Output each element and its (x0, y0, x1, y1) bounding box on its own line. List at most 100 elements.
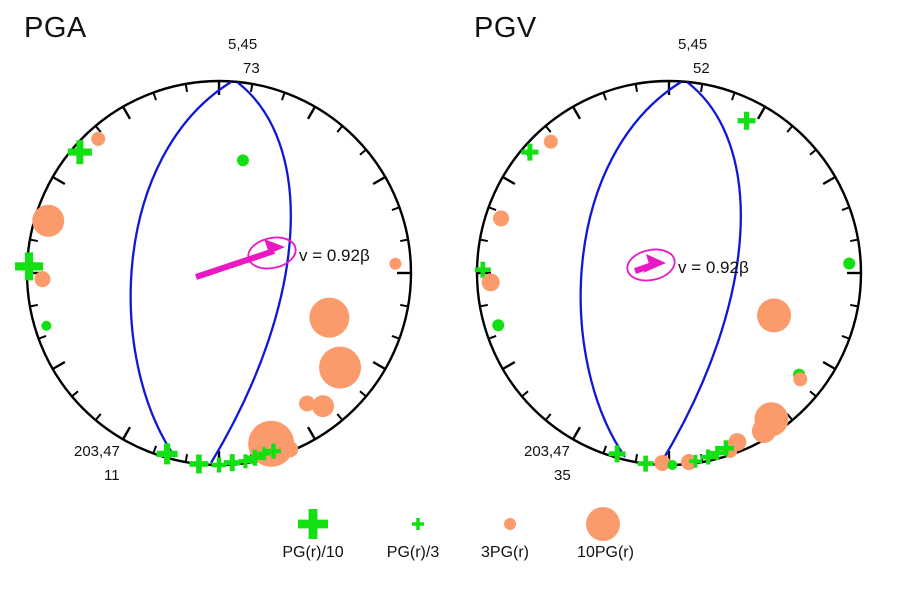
beachball-pga: v = 0.92β (15, 79, 413, 474)
azimuth-tick (699, 83, 704, 92)
azimuth-tick (372, 175, 386, 186)
azimuth-tick (29, 303, 38, 308)
azimuth-tick (38, 334, 47, 340)
azimuth-tick (52, 360, 66, 371)
station-marker-cross (246, 449, 263, 466)
azimuth-tick (29, 238, 38, 243)
station-marker-circle (680, 454, 697, 471)
rupture-directivity-annotation: v = 0.92β (626, 248, 749, 282)
azimuth-tick (756, 106, 767, 120)
azimuth-tick (634, 83, 639, 92)
azimuth-tick (571, 106, 582, 120)
azimuth-tick (479, 238, 488, 243)
azimuth-tick (544, 125, 552, 133)
legend-circle-glyph (504, 518, 516, 530)
station-marker-circle (312, 395, 335, 418)
station-markers (15, 131, 402, 474)
rupture-velocity-label: v = 0.92β (678, 258, 749, 277)
station-marker-circle (32, 204, 65, 237)
station-marker-cross (737, 111, 756, 130)
nodal-planes (129, 81, 292, 464)
station-marker-circle (493, 210, 510, 227)
station-marker-cross (211, 457, 227, 473)
station-marker-cross (257, 447, 271, 461)
station-marker-circle (757, 298, 792, 333)
station-marker-circle (41, 320, 52, 331)
station-marker-cross (608, 445, 626, 463)
azimuth-tick (152, 92, 158, 101)
station-marker-circle (543, 134, 558, 149)
azimuth-tick (94, 125, 102, 133)
rupture-velocity-label: v = 0.92β (299, 246, 370, 265)
azimuth-tick (249, 83, 254, 92)
azimuth-tick (372, 360, 386, 371)
nodal-plane-1 (579, 81, 682, 458)
azimuth-tick (121, 106, 132, 120)
azimuth-tick (786, 413, 794, 421)
station-marker-circle (282, 441, 299, 458)
azimuth-tick (502, 175, 516, 186)
azimuth-tick (602, 445, 608, 454)
rupture-arrow-head (260, 239, 285, 258)
azimuth-tick (71, 390, 79, 398)
rupture-directivity-annotation: v = 0.92β (195, 236, 370, 280)
station-marker-circle (843, 257, 856, 270)
station-marker-circle (492, 319, 505, 332)
legend-symbol-3 (548, 498, 663, 544)
azimuth-tick (841, 206, 850, 212)
azimuth-tick (391, 206, 400, 212)
azimuth-tick (809, 148, 817, 156)
station-marker-circle (793, 372, 808, 387)
azimuth-tick (359, 148, 367, 156)
pgv-top-label-rake: 52 (693, 60, 710, 77)
azimuth-tick (52, 175, 66, 186)
station-marker-cross (474, 261, 491, 278)
azimuth-tick (786, 125, 794, 133)
azimuth-tick (571, 426, 582, 440)
station-marker-circle (667, 459, 678, 470)
panel-title-pga: PGA (24, 12, 87, 44)
station-marker-cross (717, 440, 734, 457)
azimuth-tick (841, 334, 850, 340)
azimuth-tick (400, 303, 409, 308)
station-marker-circle (34, 271, 51, 288)
focal-sphere-outline (25, 79, 413, 467)
panel-pga: PGA 5,45 73 203,47 11 v = 0.92β (0, 0, 450, 500)
azimuth-tick (479, 303, 488, 308)
station-marker-cross (156, 443, 178, 465)
station-marker-cross (700, 449, 716, 465)
station-marker-circle (299, 395, 316, 412)
azimuth-tick (359, 390, 367, 398)
azimuth-tick (184, 454, 189, 463)
azimuth-tick (306, 426, 317, 440)
panel-pgv: PGV 5,45 52 203,47 35 v = 0.92β (450, 0, 900, 500)
legend-item-1: PG(r)/3 (363, 498, 463, 562)
beachball-pgv: v = 0.92β (474, 79, 863, 472)
azimuth-tick (280, 92, 286, 101)
azimuth-tick (850, 303, 859, 308)
legend-symbol-0 (258, 498, 368, 544)
station-marker-cross (710, 445, 725, 460)
legend-label-3: 10PG(r) (577, 544, 634, 561)
pga-top-label-rake: 73 (243, 60, 260, 77)
azimuth-tick (184, 83, 189, 92)
nodal-plane-1 (129, 81, 232, 458)
station-marker-circle (309, 297, 350, 338)
legend-label-1: PG(r)/3 (386, 544, 440, 561)
station-marker-cross (223, 454, 241, 472)
station-marker-cross (189, 454, 209, 474)
rupture-arrow-head (643, 254, 666, 273)
azimuth-ticks (27, 81, 411, 465)
legend-circle-glyph (586, 507, 620, 541)
station-marker-cross (521, 143, 539, 161)
legend-cross-icon (298, 509, 328, 539)
rupture-ellipse (626, 248, 676, 282)
legend-symbol-2 (455, 498, 555, 544)
azimuth-tick (634, 454, 639, 463)
station-marker-circle (751, 418, 776, 443)
legend-symbol-1 (363, 498, 463, 544)
legend-cross-icon (412, 518, 424, 530)
pga-top-label-strike-dip: 5,45 (228, 36, 258, 53)
station-marker-cross (67, 140, 92, 165)
azimuth-tick (488, 334, 497, 340)
